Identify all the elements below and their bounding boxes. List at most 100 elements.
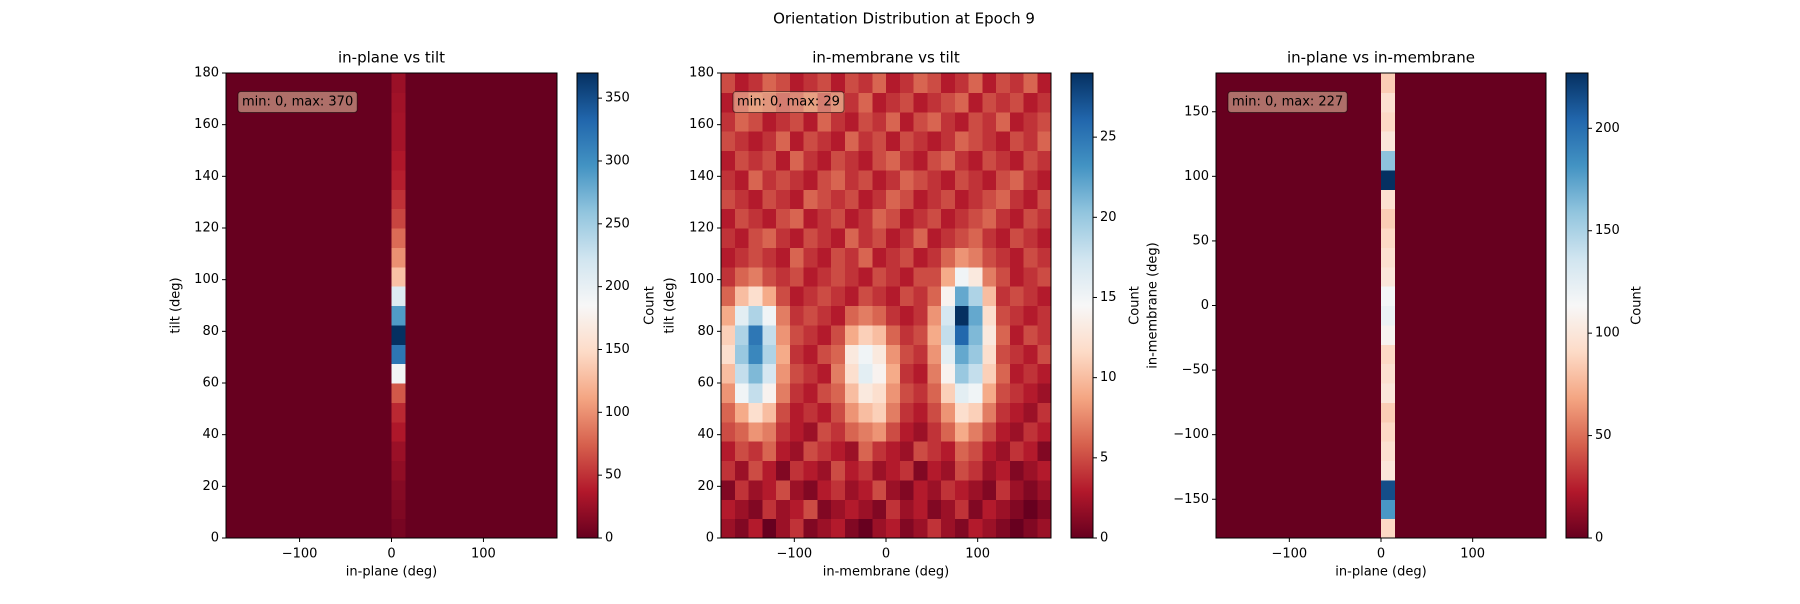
cell [899, 169, 914, 190]
cell [1477, 189, 1492, 210]
cell [1463, 324, 1478, 345]
y-tick-label: 140 [194, 169, 219, 184]
cell [363, 169, 379, 190]
cell [1216, 460, 1231, 481]
cell [1009, 363, 1024, 384]
cell [1422, 150, 1437, 171]
cell [1381, 344, 1396, 365]
cell [1422, 92, 1437, 113]
cell [941, 92, 956, 113]
colorbar-tick-label: 50 [605, 468, 622, 483]
cell [308, 208, 324, 229]
cell [872, 111, 887, 132]
cell [1009, 324, 1024, 345]
cell [954, 421, 969, 442]
cell [803, 383, 818, 403]
cell [927, 208, 942, 229]
cell [391, 324, 406, 345]
cell [529, 247, 544, 268]
cell [267, 131, 282, 151]
cell [226, 266, 241, 287]
cell [515, 344, 530, 365]
cell [776, 402, 791, 423]
cell [954, 92, 969, 113]
cell [872, 305, 887, 326]
cell [872, 92, 887, 113]
cell [529, 266, 544, 287]
cell [913, 363, 928, 384]
cell [1381, 150, 1396, 171]
cell [1436, 208, 1451, 229]
cell [941, 150, 956, 171]
cell [1422, 169, 1437, 190]
cell [1367, 441, 1382, 461]
cell [1009, 305, 1024, 326]
cell [1216, 150, 1231, 171]
cell [1271, 247, 1286, 268]
cell [844, 247, 859, 268]
cell [294, 247, 310, 268]
cell [432, 460, 448, 481]
cell [336, 131, 351, 151]
cell [363, 111, 379, 132]
cell [405, 189, 420, 210]
cell [803, 324, 818, 345]
cell [1491, 363, 1506, 384]
cell [1463, 460, 1478, 481]
cell [1436, 344, 1451, 365]
cell [803, 73, 818, 93]
cell [474, 383, 489, 403]
cell [831, 131, 846, 151]
cell [899, 286, 914, 306]
cell [913, 247, 928, 268]
cell [363, 344, 379, 365]
cell [377, 228, 392, 248]
cell [858, 150, 873, 171]
cell [1312, 266, 1327, 287]
cell [432, 169, 448, 190]
cell [1381, 247, 1396, 268]
cell [460, 305, 475, 326]
cell [1009, 460, 1024, 481]
cell [1271, 363, 1286, 384]
cell [968, 383, 983, 403]
cell [748, 479, 763, 500]
cell [1504, 111, 1519, 132]
y-axis-label: tilt (deg) [663, 277, 678, 333]
cell [515, 228, 530, 248]
cell [982, 324, 997, 345]
cell [1243, 499, 1258, 520]
cell [446, 344, 461, 365]
cell [1532, 286, 1547, 306]
cell [1422, 73, 1437, 93]
cell [844, 441, 859, 461]
cell [872, 208, 887, 229]
cell [831, 441, 846, 461]
cell [474, 111, 489, 132]
cell [474, 189, 489, 210]
cell [941, 363, 956, 384]
cell [488, 169, 503, 190]
cell [446, 460, 461, 481]
cell [831, 363, 846, 384]
cell [432, 363, 448, 384]
cell [1271, 479, 1286, 500]
cell [927, 402, 942, 423]
cell [1257, 73, 1272, 93]
cell [350, 305, 365, 326]
cell [721, 383, 736, 403]
cell [1037, 228, 1052, 248]
cell [1257, 286, 1272, 306]
cell [501, 208, 517, 229]
cell [1298, 305, 1313, 326]
cell [267, 247, 282, 268]
cell [721, 363, 736, 384]
cell [1284, 441, 1299, 461]
cell [460, 479, 475, 500]
cell [734, 518, 749, 539]
cell [267, 189, 282, 210]
cell [1216, 479, 1231, 500]
cell [1284, 324, 1299, 345]
cell [1518, 111, 1533, 132]
cell [529, 305, 544, 326]
